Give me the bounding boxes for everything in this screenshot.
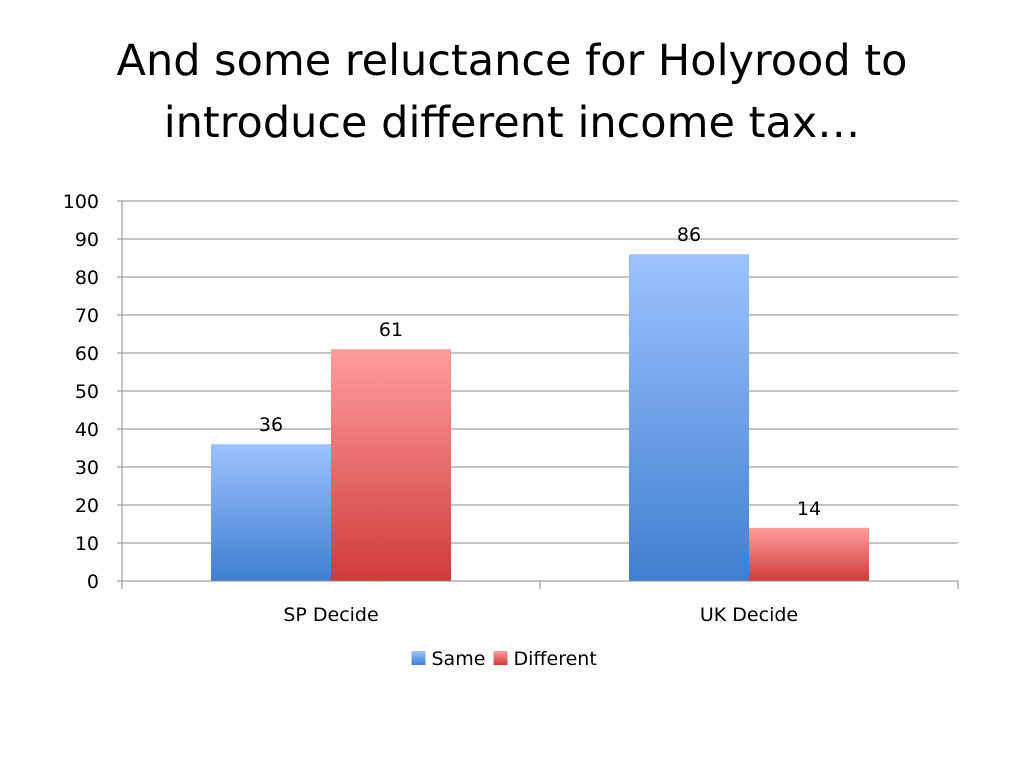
legend-swatch-same (411, 651, 426, 665)
y-tick-label: 40 (75, 419, 99, 441)
legend-label-different: Different (514, 648, 597, 670)
y-tick-label: 100 (63, 191, 99, 213)
data-label: 86 (677, 224, 701, 246)
y-tick-label: 50 (75, 381, 99, 403)
bar-different-uk-decide (749, 527, 869, 581)
legend-label-same: Same (432, 648, 486, 670)
legend: Same Different (411, 648, 597, 670)
data-label: 36 (259, 414, 283, 436)
x-category-label: UK Decide (700, 604, 798, 626)
y-tick-label: 80 (75, 267, 99, 289)
data-label: 14 (797, 498, 821, 520)
y-tick-label: 20 (75, 495, 99, 517)
slide-title: And some reluctance for Holyrood to intr… (116, 36, 908, 148)
axes: 0 10 20 30 40 50 60 70 80 90 100 SP Decide UK Decide (63, 191, 959, 626)
bars (211, 254, 869, 581)
y-tick-label: 90 (75, 229, 99, 251)
x-category-label: SP Decide (283, 604, 378, 626)
bar-same-sp-decide (211, 444, 331, 581)
data-label: 61 (379, 319, 403, 341)
y-tick-label: 70 (75, 305, 99, 327)
y-tick-label: 30 (75, 457, 99, 479)
y-tick-label: 10 (75, 533, 99, 555)
data-labels: 36 61 86 14 (259, 224, 821, 520)
bar-same-uk-decide (629, 254, 749, 581)
y-tick-label: 60 (75, 343, 99, 365)
y-tick-label: 0 (87, 571, 99, 593)
bar-different-sp-decide (331, 349, 451, 581)
gridlines (122, 200, 958, 544)
legend-swatch-different (493, 651, 508, 665)
